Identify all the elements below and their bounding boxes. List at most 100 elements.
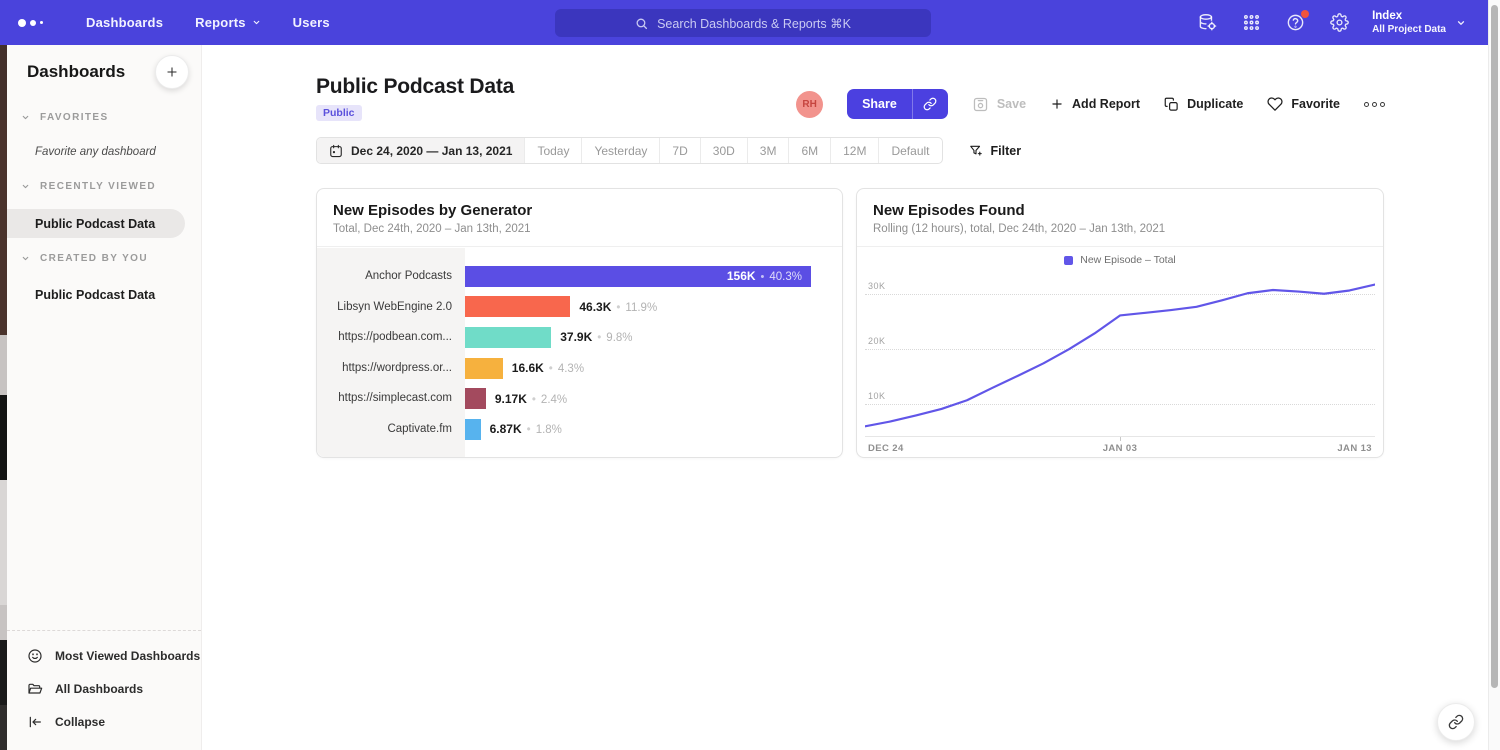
duplicate-icon <box>1164 97 1179 112</box>
sidebar-collapse-button[interactable]: Collapse <box>7 705 201 738</box>
scrollbar-thumb[interactable] <box>1491 5 1498 688</box>
bar <box>465 327 551 348</box>
report-card-new-episodes-by-generator: New Episodes by Generator Total, Dec 24t… <box>316 188 843 458</box>
scrollbar-track[interactable] <box>1488 0 1500 750</box>
duplicate-button[interactable]: Duplicate <box>1164 97 1243 112</box>
plus-icon <box>165 65 179 79</box>
desktop-background-edge <box>0 45 7 750</box>
avatar[interactable]: RH <box>796 91 823 118</box>
sidebar-item-public-podcast-data-selected[interactable]: Public Podcast Data <box>7 209 185 238</box>
sidebar-item-public-podcast-data[interactable]: Public Podcast Data <box>35 288 155 302</box>
bar <box>465 296 570 317</box>
sidebar-item-label: All Dashboards <box>55 682 143 696</box>
favorite-button[interactable]: Favorite <box>1267 96 1340 112</box>
link-icon <box>1448 714 1464 730</box>
search-icon <box>635 17 648 30</box>
card-subtitle: Rolling (12 hours), total, Dec 24th, 202… <box>873 223 1367 235</box>
floating-share-link-button[interactable] <box>1437 703 1475 741</box>
preset-today[interactable]: Today <box>525 138 582 163</box>
bar-row: 9.17K•2.4% <box>465 383 820 414</box>
folder-icon <box>27 681 43 697</box>
nav-item-users[interactable]: Users <box>293 15 330 30</box>
link-icon <box>923 97 937 111</box>
chevron-down-icon <box>21 182 30 191</box>
notification-badge <box>1301 10 1309 18</box>
section-favorites[interactable]: FAVORITES <box>7 112 109 123</box>
preset-12m[interactable]: 12M <box>831 138 879 163</box>
filter-button[interactable]: Filter <box>969 144 1022 158</box>
x-axis-tick <box>1120 437 1121 441</box>
help-icon[interactable] <box>1284 12 1306 34</box>
share-label: Share <box>862 97 897 111</box>
save-button[interactable]: Save <box>972 96 1026 113</box>
report-card-new-episodes-found: New Episodes Found Rolling (12 hours), t… <box>856 188 1384 458</box>
main-content: Public Podcast Data Public RH Share Save… <box>203 45 1488 750</box>
preset-30d[interactable]: 30D <box>701 138 748 163</box>
bar: 156K•40.3% <box>465 266 811 287</box>
nav-item-reports[interactable]: Reports <box>195 15 261 30</box>
settings-gear-icon[interactable] <box>1328 12 1350 34</box>
sidebar-item-most-viewed[interactable]: Most Viewed Dashboards <box>7 639 201 672</box>
smiley-icon <box>27 648 43 664</box>
bar-category: Captivate.fm <box>317 414 465 445</box>
bar-row: 37.9K•9.8% <box>465 322 820 353</box>
chart-legend: New Episode – Total <box>857 247 1383 273</box>
share-button[interactable]: Share <box>847 89 912 119</box>
favorite-label: Favorite <box>1291 97 1340 111</box>
app-logo[interactable] <box>18 19 54 27</box>
date-range-picker[interactable]: Dec 24, 2020 — Jan 13, 2021 <box>317 138 525 163</box>
bar-value-label: 46.3K•11.9% <box>579 300 657 314</box>
heart-icon <box>1267 96 1283 112</box>
bar-row: 6.87K•1.8% <box>465 414 820 445</box>
preset-7d[interactable]: 7D <box>660 138 700 163</box>
preset-yesterday[interactable]: Yesterday <box>582 138 660 163</box>
card-title: New Episodes Found <box>873 202 1367 219</box>
chevron-down-icon <box>21 113 30 122</box>
collapse-icon <box>27 714 43 730</box>
chevron-down-icon <box>1456 18 1466 28</box>
bar-category: Libsyn WebEngine 2.0 <box>317 292 465 323</box>
bar-category-labels: Anchor Podcasts Libsyn WebEngine 2.0 htt… <box>317 248 465 457</box>
bar-category: Anchor Podcasts <box>317 261 465 292</box>
chevron-down-icon <box>252 18 261 27</box>
nav-item-label: Dashboards <box>86 15 163 30</box>
preset-default[interactable]: Default <box>879 138 941 163</box>
section-label: FAVORITES <box>40 112 109 123</box>
bar-category: https://wordpress.or... <box>317 353 465 384</box>
section-label: CREATED BY YOU <box>40 253 148 264</box>
add-report-label: Add Report <box>1072 97 1140 111</box>
new-dashboard-button[interactable] <box>155 55 189 89</box>
bar-value-label: 37.9K•9.8% <box>560 330 632 344</box>
section-created-by-you[interactable]: CREATED BY YOU <box>7 253 148 264</box>
preset-3m[interactable]: 3M <box>748 138 790 163</box>
apps-grid-icon[interactable] <box>1240 12 1262 34</box>
bar-category: https://simplecast.com <box>317 383 465 414</box>
header-actions: RH Share Save Add Report Duplicate Favor… <box>796 89 1385 119</box>
nav-item-label: Users <box>293 15 330 30</box>
bar <box>465 419 481 440</box>
x-axis: DEC 24 JAN 03 JAN 13 <box>865 436 1375 457</box>
x-tick-label: DEC 24 <box>868 443 904 454</box>
sidebar-item-label: Most Viewed Dashboards <box>55 649 200 663</box>
page-title: Public Podcast Data <box>316 75 514 99</box>
project-scope: All Project Data <box>1372 23 1446 36</box>
line-chart: 30K 20K 10K <box>865 273 1375 436</box>
bar-chart: Anchor Podcasts Libsyn WebEngine 2.0 htt… <box>317 248 842 457</box>
preset-6m[interactable]: 6M <box>789 138 831 163</box>
add-report-button[interactable]: Add Report <box>1050 97 1140 111</box>
more-menu-button[interactable] <box>1364 102 1385 107</box>
sidebar-item-all-dashboards[interactable]: All Dashboards <box>7 672 201 705</box>
sidebar-item-label: Public Podcast Data <box>35 217 155 231</box>
search-input[interactable]: Search Dashboards & Reports ⌘K <box>555 9 931 37</box>
chevron-down-icon <box>21 254 30 263</box>
data-sources-icon[interactable] <box>1196 12 1218 34</box>
bar <box>465 388 486 409</box>
card-subtitle: Total, Dec 24th, 2020 – Jan 13th, 2021 <box>333 223 826 235</box>
section-recently-viewed[interactable]: RECENTLY VIEWED <box>7 181 156 192</box>
copy-share-link-button[interactable] <box>912 89 948 119</box>
project-switcher[interactable]: Index All Project Data <box>1372 9 1466 36</box>
bar-value-label: 16.6K•4.3% <box>512 361 584 375</box>
share-button-group: Share <box>847 89 948 119</box>
card-header: New Episodes by Generator Total, Dec 24t… <box>317 189 842 247</box>
nav-item-dashboards[interactable]: Dashboards <box>86 15 163 30</box>
